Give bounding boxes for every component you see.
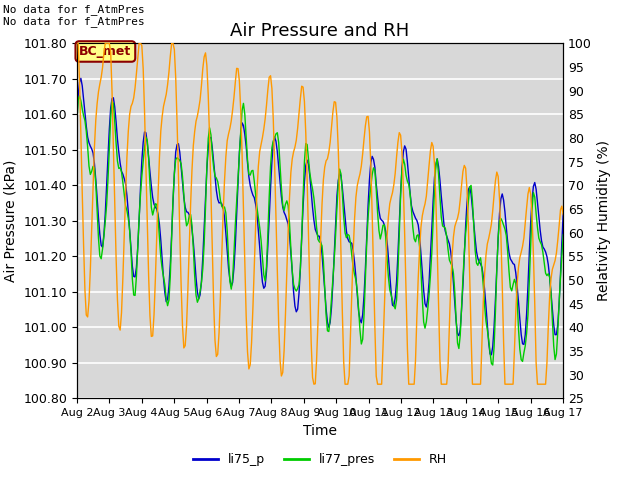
- Legend: li75_p, li77_pres, RH: li75_p, li77_pres, RH: [188, 448, 452, 471]
- Y-axis label: Air Pressure (kPa): Air Pressure (kPa): [4, 160, 18, 282]
- Text: No data for f_AtmPres: No data for f_AtmPres: [3, 4, 145, 15]
- Text: BC_met: BC_met: [79, 45, 131, 58]
- Title: Air Pressure and RH: Air Pressure and RH: [230, 22, 410, 40]
- Y-axis label: Relativity Humidity (%): Relativity Humidity (%): [598, 140, 611, 301]
- Text: No data for f_AtmPres: No data for f_AtmPres: [3, 16, 145, 27]
- X-axis label: Time: Time: [303, 424, 337, 438]
